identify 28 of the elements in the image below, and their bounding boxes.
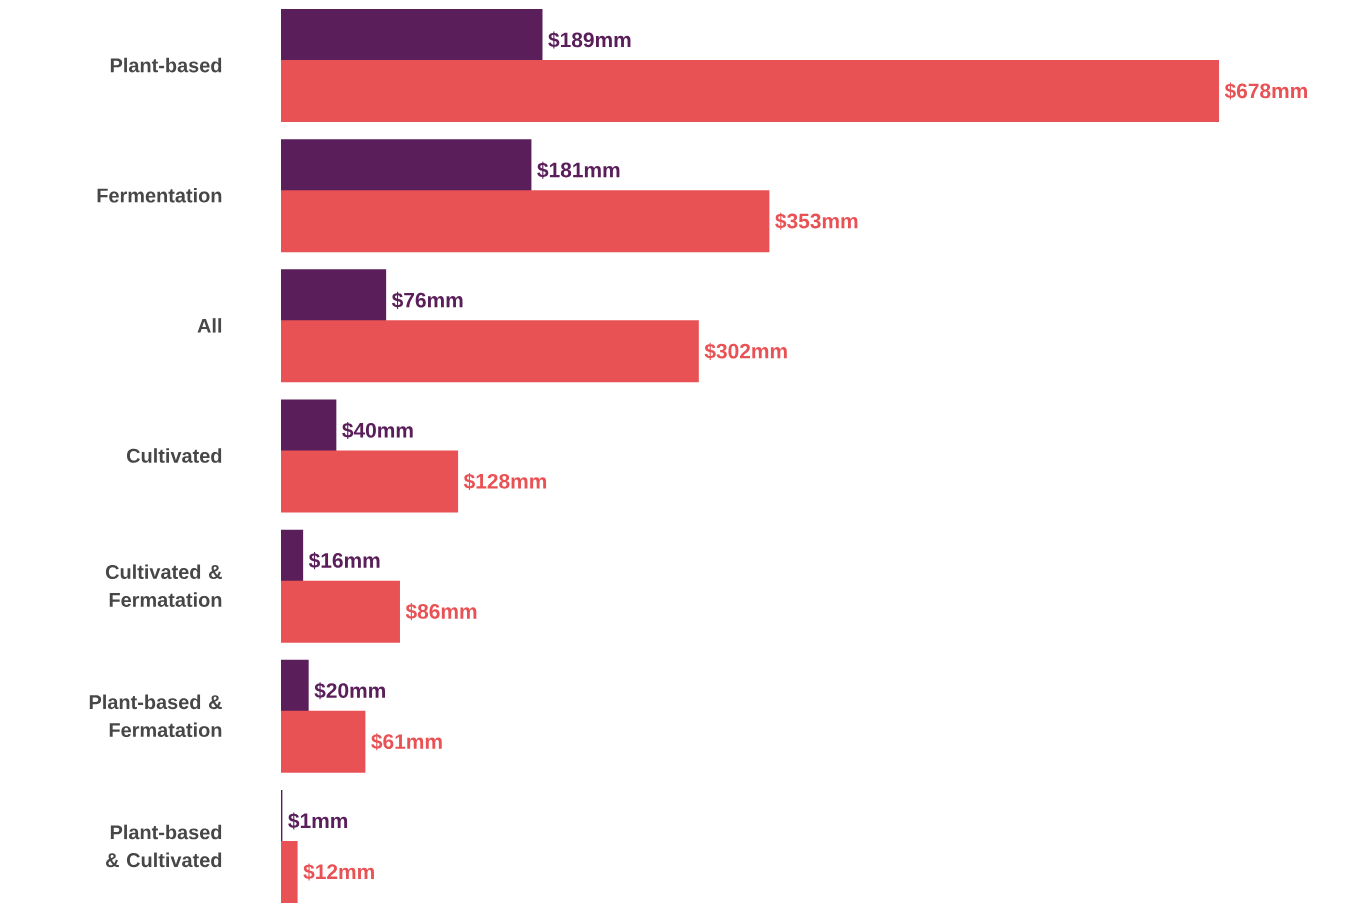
data-label: $40mm — [342, 421, 413, 440]
data-label: $189mm — [548, 31, 631, 49]
data-label: $20mm — [314, 682, 385, 700]
bar — [281, 840, 298, 903]
y-tick-label: Cultivated — [126, 448, 222, 463]
bar — [281, 320, 699, 383]
data-label: $302mm — [704, 342, 787, 360]
y-tick-label: Plant-based — [110, 57, 222, 73]
bar — [281, 710, 366, 773]
data-label: $12mm — [303, 863, 374, 881]
bar — [281, 190, 770, 253]
bar — [281, 450, 459, 513]
data-label: $61mm — [371, 733, 442, 751]
y-tick-label: Plant-based & Fermatation — [89, 694, 222, 738]
y-tick-label: Fermentation — [97, 187, 222, 203]
data-label: $128mm — [463, 472, 547, 491]
data-label: $76mm — [391, 291, 463, 309]
data-label: $1mm — [288, 812, 348, 830]
data-label: $86mm — [405, 603, 477, 621]
y-tick-label: Plant-based & Cultivated — [106, 824, 222, 868]
data-label: $353mm — [775, 212, 858, 230]
data-label: $16mm — [308, 552, 380, 570]
data-label: $181mm — [537, 161, 620, 179]
bar — [281, 60, 1220, 123]
bar — [281, 580, 400, 643]
y-tick-label: Cultivated & Fermatation — [105, 564, 222, 607]
y-tick-label: All — [197, 318, 222, 333]
data-label: $678mm — [1224, 82, 1307, 100]
